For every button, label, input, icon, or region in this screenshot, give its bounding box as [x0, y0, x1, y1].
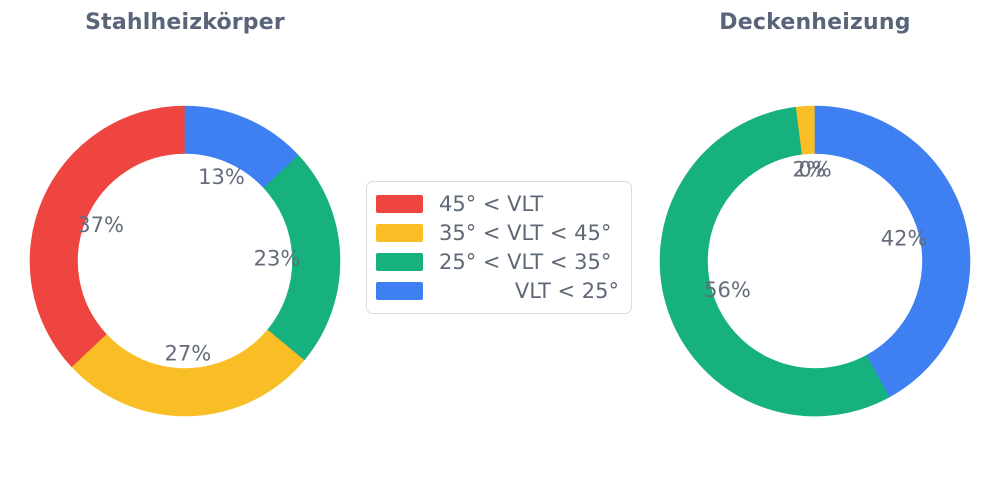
legend-item-label: 25° < VLT < 35°	[439, 250, 612, 275]
legend-item-vlt-lt-25: VLT < 25°	[376, 277, 619, 306]
legend-item-45-lt-vlt: 45° < VLT	[376, 189, 619, 218]
donut-slice	[71, 329, 305, 417]
legend-swatch-green	[376, 253, 423, 272]
slice-percentage-label: 13%	[198, 165, 245, 189]
slice-percentage-label: 27%	[165, 341, 212, 365]
legend-item-25-vlt-35: 25° < VLT < 35°	[376, 248, 619, 277]
donut-slice	[659, 106, 891, 417]
donut-slice	[262, 154, 341, 361]
legend-swatch-blue	[376, 282, 423, 301]
legend: 45° < VLT 35° < VLT < 45° 25° < VLT < 35…	[366, 181, 632, 314]
legend-swatch-yellow	[376, 223, 423, 242]
slice-percentage-label: 0%	[798, 157, 831, 181]
donut-slice	[814, 105, 971, 398]
slice-percentage-label: 23%	[254, 246, 301, 270]
slice-percentage-label: 37%	[77, 213, 124, 237]
donut-slice	[29, 105, 186, 368]
legend-swatch-red	[376, 194, 423, 213]
donut-slice	[184, 105, 299, 188]
slice-percentage-label: 42%	[881, 226, 928, 250]
chart-title-stahlheizkoerper: Stahlheizkörper	[85, 10, 285, 35]
legend-item-label: 35° < VLT < 45°	[439, 220, 612, 245]
donut-chart-stahlheizkoerper: 37% 27% 23% 13%	[29, 105, 341, 417]
slice-percentage-label: 56%	[704, 278, 751, 302]
legend-item-label: 45° < VLT	[439, 191, 544, 216]
legend-item-35-vlt-45: 35° < VLT < 45°	[376, 218, 619, 247]
donut-chart-deckenheizung: 0%2% 56% 42%	[659, 105, 971, 417]
slice-percentage-label: 2%	[793, 158, 826, 182]
chart-title-deckenheizung: Deckenheizung	[719, 10, 911, 35]
legend-item-label: VLT < 25°	[514, 279, 619, 304]
